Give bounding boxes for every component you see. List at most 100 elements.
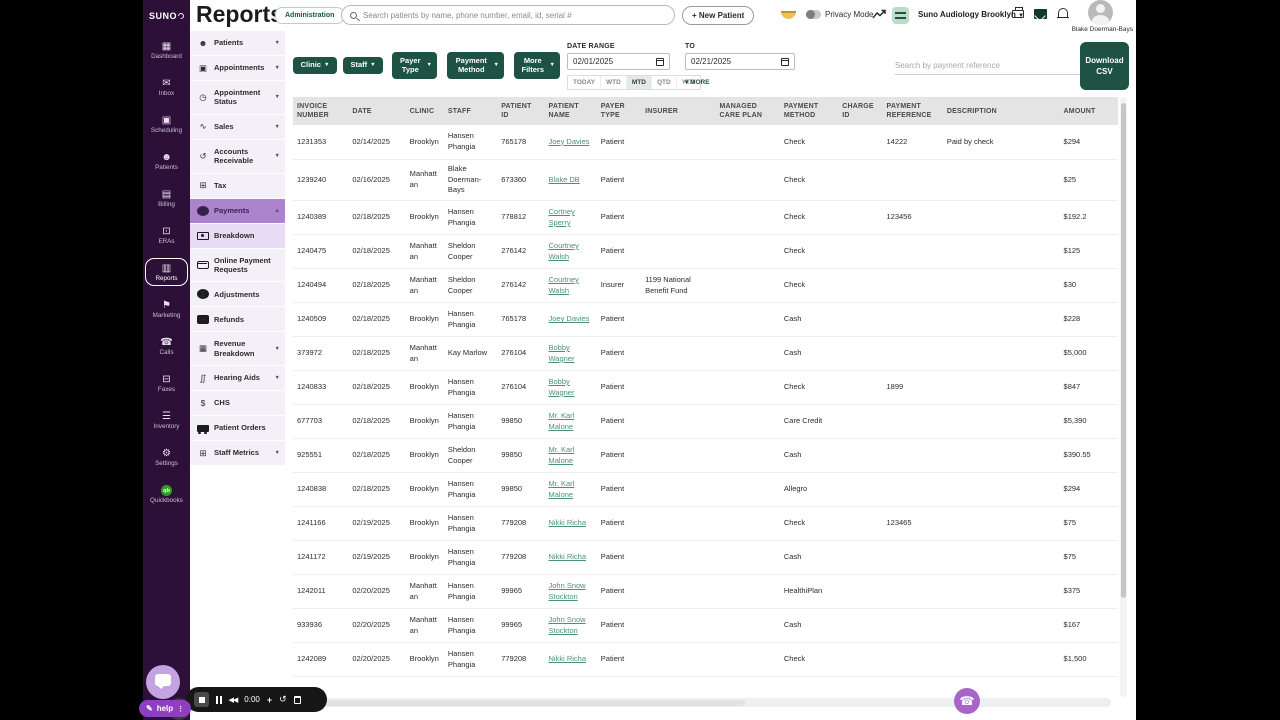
rewind-icon[interactable]: ◀◀ [228, 696, 239, 704]
user-avatar[interactable] [1088, 0, 1113, 25]
rail-item-calls[interactable]: ☎ Calls [145, 332, 188, 360]
rail-item-billing[interactable]: ▤ Billing [145, 184, 188, 212]
rail-item-inbox[interactable]: ✉ Inbox [145, 73, 188, 101]
date-from-input[interactable]: 02/01/2025 [567, 53, 670, 70]
patient-link[interactable]: Nikki Richa [548, 518, 586, 528]
sidebar-item-appointments[interactable]: ▣ Appointments ▼ [190, 56, 285, 81]
table-row[interactable]: 1241172 02/19/2025 Brooklyn Hansen Phangia 7… [293, 540, 1118, 576]
sidebar-item-revenue-breakdown[interactable]: ▦ Revenue Breakdown ▼ [190, 332, 285, 366]
filter-more-filters-dropdown[interactable]: More Filters ▼ [514, 52, 560, 79]
sidebar-item-accounts-receivable[interactable]: ↺ Accounts Receivable ▼ [190, 139, 285, 174]
patient-link[interactable]: Joey Davies [548, 136, 590, 146]
administration-button[interactable]: Administration [275, 7, 345, 24]
patient-link[interactable]: Nikki Richa [548, 552, 586, 562]
table-row[interactable]: 1240838 02/18/2025 Brooklyn Hansen Phangia 9… [293, 472, 1118, 508]
range-today-button[interactable]: TODAY [568, 76, 602, 89]
patient-link[interactable]: Mr. Karl Malone [548, 478, 575, 499]
new-patient-button[interactable]: + New Patient [682, 6, 755, 25]
more-link[interactable]: ▾ MORE [685, 79, 710, 86]
rail-item-quickbooks[interactable]: qb Quickbooks [145, 480, 188, 508]
patient-link[interactable]: Cortney Sperry [548, 206, 575, 227]
patient-link[interactable]: Nikki Richa [548, 654, 586, 664]
table-row[interactable]: 1231353 02/14/2025 Brooklyn Hansen Phangia 7… [293, 125, 1118, 160]
patient-link[interactable]: Mr. Karl Malone [548, 410, 575, 431]
table-row[interactable]: 1240833 02/18/2025 Brooklyn Hansen Phangia 2… [293, 370, 1118, 406]
table-row[interactable]: 373972 02/18/2025 Manhattan Kay Marlow 27610… [293, 336, 1118, 372]
table-row[interactable]: 1241166 02/19/2025 Brooklyn Hansen Phangia 7… [293, 506, 1118, 542]
filter-payment-method-dropdown[interactable]: Payment Method ▼ [447, 52, 504, 79]
patient-link[interactable]: Blake DB [548, 174, 580, 184]
patient-link[interactable]: Courtney Walsh [548, 274, 579, 295]
patient-link[interactable]: Courtney Walsh [548, 240, 579, 261]
filter-payer-type-dropdown[interactable]: Payer Type ▼ [392, 52, 437, 79]
sidebar-item-staff-metrics[interactable]: ⊞ Staff Metrics ▼ [190, 441, 285, 466]
mail-icon[interactable] [1034, 9, 1047, 19]
sidebar-item-breakdown[interactable]: Breakdown [190, 223, 285, 249]
rail-item-eras[interactable]: ⊡ ERAs [145, 221, 188, 249]
table-row[interactable]: 1240494 02/18/2025 Manhattan Sheldon Cooper… [293, 268, 1118, 304]
trending-icon[interactable] [872, 9, 887, 20]
patient-link[interactable]: John Snow Stockton [548, 614, 586, 635]
table-row[interactable]: 925551 02/18/2025 Brooklyn Sheldon Cooper 99… [293, 438, 1118, 474]
taco-icon[interactable] [781, 11, 796, 19]
sidebar-item-chs[interactable]: $ CHS [190, 391, 285, 416]
scrollbar-thumb[interactable] [1121, 103, 1126, 598]
help-button[interactable]: ✎ help ⋮ [139, 700, 192, 717]
sidebar-item-hearing-aids[interactable]: ∬ Hearing Aids ▼ [190, 366, 285, 391]
suno-logo[interactable]: SUNO [143, 0, 190, 31]
sidebar-item-refunds[interactable]: + Refunds [190, 307, 285, 333]
chat-fab-button[interactable] [146, 665, 180, 699]
range-qtd-button[interactable]: QTD [652, 76, 677, 89]
patient-link[interactable]: Bobby Wagner [548, 342, 575, 363]
sidebar-item-appointment-status[interactable]: ◷ Appointment Status ▼ [190, 81, 285, 115]
sidebar-item-tax[interactable]: ⊞ Tax [190, 173, 285, 199]
sidebar-item-patient-orders[interactable]: Patient Orders [190, 416, 285, 441]
sidebar-item-online-payment-requests[interactable]: Online Payment Requests [190, 248, 285, 283]
calendar-icon[interactable] [656, 57, 664, 66]
table-row[interactable]: 1239240 02/16/2025 Manhattan Blake Doerman-… [293, 159, 1118, 202]
scrollbar-thumb[interactable] [295, 699, 745, 706]
kebab-menu-icon[interactable]: ⋮ [177, 705, 185, 713]
rail-item-scheduling[interactable]: ▣ Scheduling [145, 110, 188, 138]
table-row[interactable]: 1240475 02/18/2025 Manhattan Sheldon Cooper… [293, 234, 1118, 270]
filter-clinic-dropdown[interactable]: Clinic ▼ [293, 57, 337, 74]
patient-link[interactable]: John Snow Stockton [548, 580, 586, 601]
patient-search-input[interactable]: Search patients by name, phone number, e… [341, 5, 675, 25]
table-row[interactable]: 1242089 02/20/2025 Brooklyn Hansen Phangia 7… [293, 642, 1118, 678]
rail-item-faxes[interactable]: ⊟ Faxes [145, 369, 188, 397]
move-handle-icon[interactable]: + [266, 694, 273, 705]
stop-button[interactable] [194, 692, 209, 707]
printer-icon[interactable] [1012, 7, 1024, 18]
patient-link[interactable]: Bobby Wagner [548, 376, 575, 397]
calendar-icon[interactable] [781, 57, 789, 66]
patient-link[interactable]: Joey Davies [548, 314, 590, 324]
notifications-bell-icon[interactable] [1057, 8, 1069, 19]
rail-item-reports[interactable]: ▥ Reports [145, 258, 188, 286]
table-row[interactable]: 677703 02/18/2025 Brooklyn Hansen Phangia 99… [293, 404, 1118, 440]
payment-reference-search-input[interactable]: Search by payment reference [895, 61, 1080, 75]
table-row[interactable]: 1242011 02/20/2025 Manhattan Hansen Phangia… [293, 574, 1118, 610]
rail-item-marketing[interactable]: ⚑ Marketing [145, 295, 188, 323]
display-settings-button[interactable] [892, 7, 909, 24]
table-row[interactable]: 933936 02/20/2025 Manhattan Hansen Phangia 9… [293, 608, 1118, 644]
patient-link[interactable]: Mr. Karl Malone [548, 444, 575, 465]
rail-item-patients[interactable]: ☻ Patients [145, 147, 188, 175]
restart-icon[interactable]: ↺ [279, 694, 287, 704]
privacy-mode-toggle[interactable] [806, 10, 821, 19]
range-wtd-button[interactable]: WTD [601, 76, 627, 89]
date-to-input[interactable]: 02/21/2025 [685, 53, 795, 70]
rail-item-dashboard[interactable]: ▦ Dashboard [145, 36, 188, 64]
filter-staff-dropdown[interactable]: Staff ▼ [343, 57, 383, 74]
sidebar-item-payments[interactable]: $ Payments ▲ [190, 198, 285, 224]
clinic-selector-dropdown[interactable]: Suno Audiology Brooklyn ▼ [918, 10, 1024, 19]
range-mtd-button[interactable]: MTD [626, 76, 652, 89]
sidebar-item-patients[interactable]: ☻ Patients ▼ [190, 31, 285, 56]
sidebar-item-adjustments[interactable]: $ Adjustments [190, 282, 285, 308]
rail-item-settings[interactable]: ⚙ Settings [145, 443, 188, 471]
rail-item-inventory[interactable]: ☰ Inventory [145, 406, 188, 434]
table-vertical-scrollbar[interactable] [1120, 97, 1127, 697]
trash-icon[interactable] [293, 695, 301, 704]
table-row[interactable]: 1240389 02/18/2025 Brooklyn Hansen Phangia 7… [293, 200, 1118, 236]
range-ytd-button[interactable]: YTD [681, 79, 695, 86]
sidebar-item-sales[interactable]: ∿ Sales ▼ [190, 114, 285, 140]
